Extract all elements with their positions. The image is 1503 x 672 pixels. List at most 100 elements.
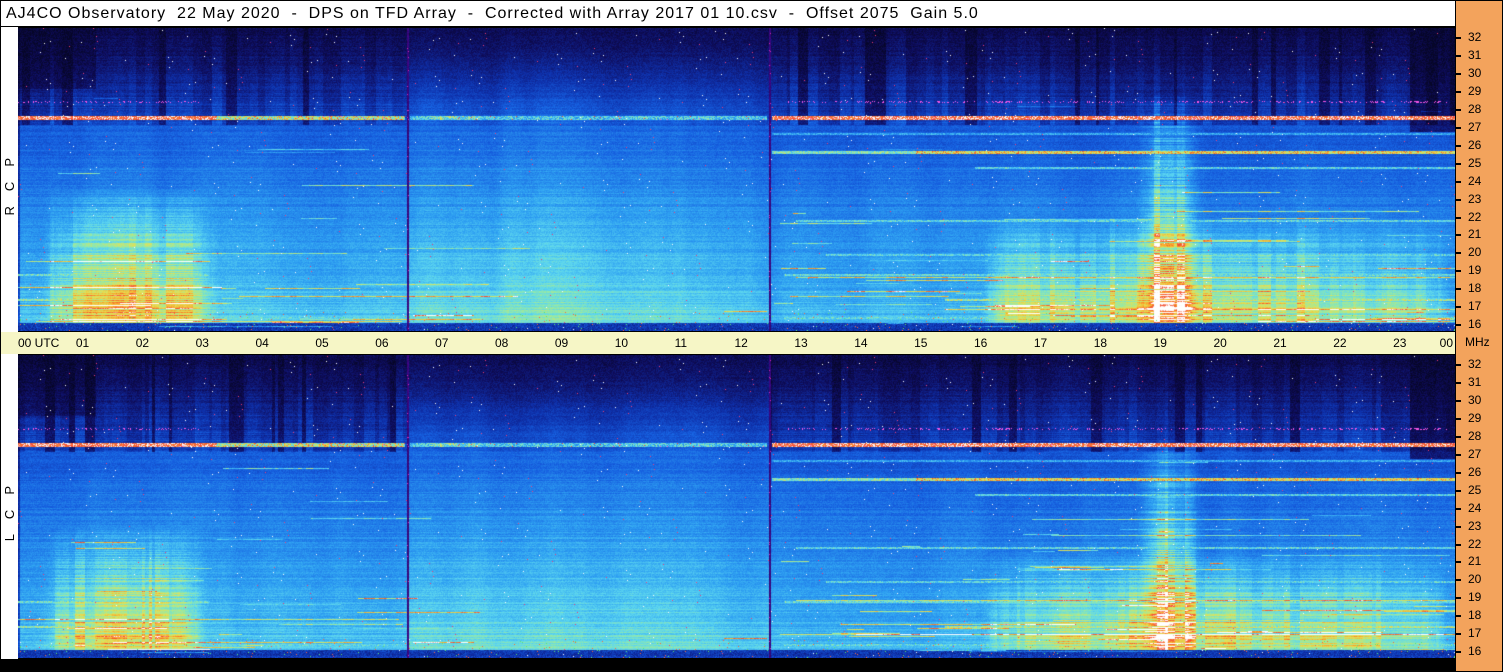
freq-tick — [1456, 507, 1461, 510]
freq-tick-label: 32 — [1468, 30, 1482, 44]
time-tick-label: 05 — [315, 336, 329, 350]
time-tick-label: 19 — [1153, 336, 1167, 350]
rcp-polarization-label: RCP — [2, 143, 17, 216]
lcp-polarization-label: LCP — [2, 471, 17, 542]
freq-tick — [1456, 364, 1461, 366]
freq-tick-label: 23 — [1468, 518, 1482, 533]
freq-tick-label: 18 — [1468, 608, 1482, 623]
freq-tick-label: 16 — [1468, 317, 1482, 332]
freq-tick — [1456, 180, 1461, 183]
freq-tick — [1456, 144, 1461, 147]
freq-tick-label: 17 — [1468, 299, 1482, 314]
lcp-spectrogram-canvas — [18, 354, 1455, 659]
freq-tick — [1456, 37, 1461, 39]
freq-tick — [1456, 306, 1461, 309]
freq-tick-label: 22 — [1468, 209, 1482, 224]
freq-tick-label: 28 — [1468, 101, 1482, 116]
time-tick-label: 03 — [195, 336, 209, 350]
freq-tick — [1456, 252, 1461, 255]
freq-tick-label: 23 — [1468, 191, 1482, 206]
freq-tick-label: 21 — [1468, 554, 1482, 569]
freq-tick-label: 25 — [1468, 155, 1482, 170]
freq-tick — [1456, 126, 1461, 129]
time-tick-label: 22 — [1333, 336, 1347, 350]
freq-tick-label: 21 — [1468, 227, 1482, 242]
freq-tick — [1456, 399, 1461, 402]
freq-tick-label: 27 — [1468, 119, 1482, 134]
title-bar: AJ4CO Observatory 22 May 2020 - DPS on T… — [1, 1, 1455, 27]
frequency-sidebar: MHz 32 31 30 29 28 27 26 25 24 23 22 21 20 19 18 17 16 32… — [1455, 1, 1502, 671]
freq-tick-label: 28 — [1468, 428, 1482, 443]
freq-tick — [1456, 270, 1461, 273]
freq-tick — [1456, 633, 1461, 636]
freq-tick — [1456, 288, 1461, 291]
lcp-panel: LCP — [1, 354, 1455, 659]
freq-tick — [1456, 561, 1461, 564]
time-tick-label: 10 — [614, 336, 629, 350]
freq-tick-label: 24 — [1468, 173, 1482, 188]
freq-tick — [1456, 216, 1461, 219]
freq-tick-label: 30 — [1468, 392, 1482, 407]
freq-tick — [1456, 471, 1461, 474]
freq-tick — [1456, 615, 1461, 618]
freq-tick-label: 20 — [1468, 572, 1482, 587]
time-tick-label: 00 UTC — [18, 336, 60, 350]
freq-tick — [1456, 234, 1461, 237]
freq-tick — [1456, 453, 1461, 456]
time-tick-label: 18 — [1093, 336, 1108, 350]
freq-tick — [1456, 525, 1461, 528]
freq-tick-label: 31 — [1468, 374, 1482, 389]
rcp-spectrogram-canvas — [18, 27, 1455, 332]
freq-tick-label: 20 — [1468, 245, 1482, 260]
freq-tick-label: 26 — [1468, 464, 1482, 479]
freq-tick — [1456, 597, 1461, 600]
freq-tick-label: 26 — [1468, 137, 1482, 152]
freq-tick — [1456, 90, 1461, 93]
freq-tick — [1456, 198, 1461, 201]
freq-tick-label: 29 — [1468, 83, 1482, 98]
freq-tick — [1456, 543, 1461, 546]
freq-tick-label: 16 — [1468, 644, 1482, 659]
freq-tick — [1456, 417, 1461, 420]
time-tick-label: 12 — [734, 336, 748, 350]
freq-tick-label: 25 — [1468, 482, 1482, 497]
time-tick-label: 17 — [1033, 336, 1048, 350]
time-tick-label: 01 — [75, 336, 90, 350]
freq-tick — [1456, 54, 1461, 57]
freq-tick-label: 30 — [1468, 65, 1482, 80]
time-tick-label: 07 — [435, 336, 449, 350]
freq-tick-label: 19 — [1468, 263, 1482, 278]
mhz-unit-label: MHz — [1465, 335, 1490, 349]
freq-tick-label: 31 — [1468, 47, 1482, 62]
lcp-side-strip: LCP — [1, 354, 18, 659]
time-tick-label: 02 — [135, 336, 150, 350]
time-tick-label: 00 — [1439, 336, 1453, 350]
time-tick-label: 13 — [794, 336, 808, 350]
freq-tick — [1456, 108, 1461, 111]
freq-tick-label: 18 — [1468, 281, 1482, 296]
freq-tick-label: 17 — [1468, 626, 1482, 641]
rcp-side-strip: RCP — [1, 27, 18, 332]
time-tick-label: 06 — [375, 336, 389, 350]
freq-tick-label: 27 — [1468, 446, 1482, 461]
freq-tick — [1456, 72, 1461, 75]
time-tick-label: 21 — [1273, 336, 1287, 350]
bottom-margin-strip — [1, 659, 1455, 671]
time-axis: 00 UTC 01 02 03 04 05 06 07 08 09 10 11 12 13 14 15 16 17… — [1, 332, 1455, 354]
time-tick-label: 09 — [554, 336, 569, 350]
time-tick-label: 11 — [674, 336, 688, 350]
time-tick-label: 14 — [854, 336, 868, 350]
freq-tick-label: 19 — [1468, 590, 1482, 605]
time-tick-label: 15 — [914, 336, 928, 350]
freq-tick-label: 22 — [1468, 536, 1482, 551]
freq-tick — [1456, 435, 1461, 438]
page-title: AJ4CO Observatory 22 May 2020 - DPS on T… — [6, 4, 979, 22]
time-tick-label: 20 — [1213, 336, 1227, 350]
freq-tick-label: 29 — [1468, 410, 1482, 425]
freq-tick-label: 24 — [1468, 500, 1482, 515]
time-tick-label: 08 — [495, 336, 509, 350]
time-tick-label: 16 — [974, 336, 988, 350]
rcp-panel: RCP — [1, 27, 1455, 332]
time-tick-label: 23 — [1393, 336, 1407, 350]
